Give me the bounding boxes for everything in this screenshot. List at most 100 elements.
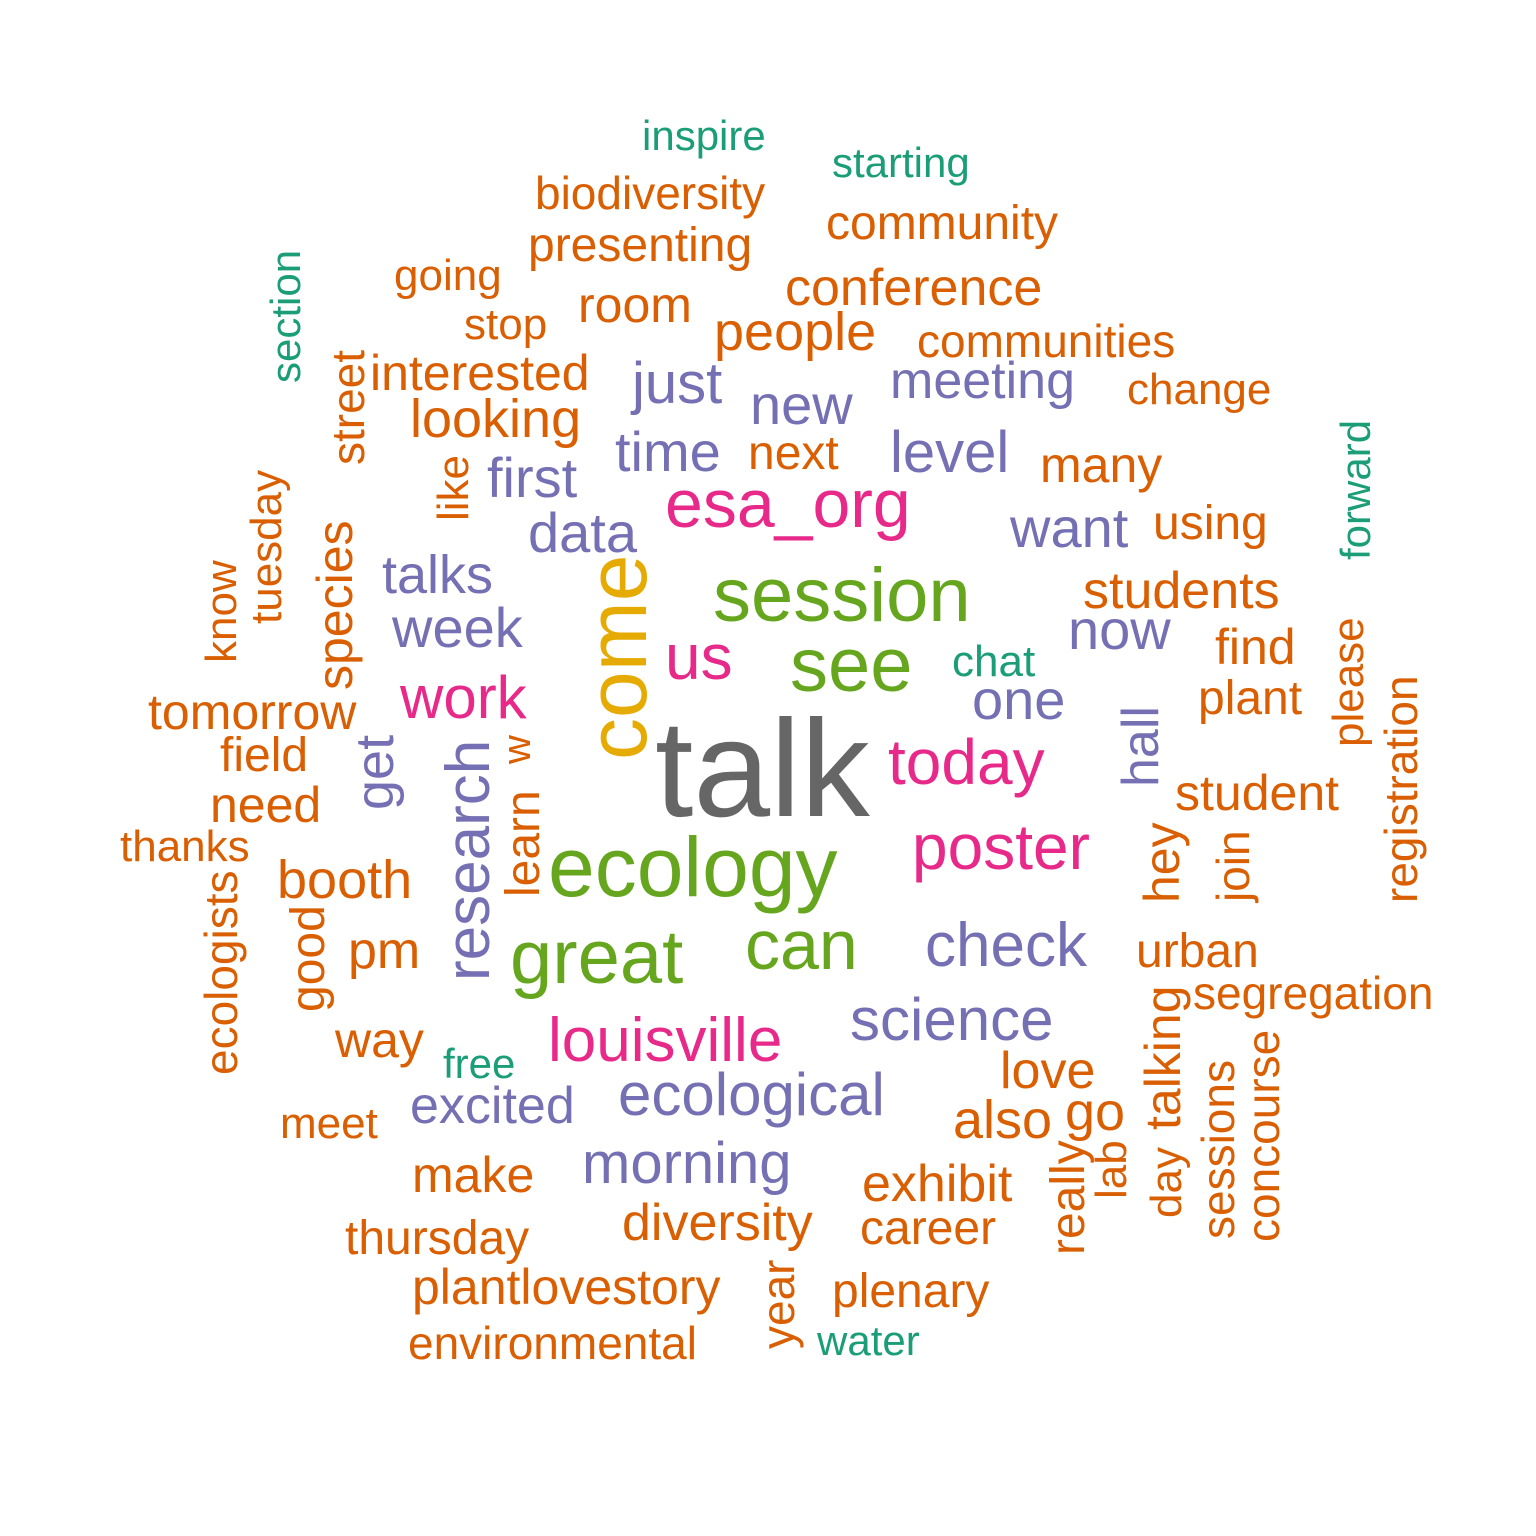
word-also: also [953,1090,1053,1150]
word-want: want [1010,496,1129,559]
word-us: us [665,621,733,693]
word-year: year [752,1259,804,1349]
word-water: water [817,1317,920,1364]
word-thursday: thursday [345,1212,530,1265]
word-diversity: diversity [622,1194,813,1252]
word-hall: hall [1112,706,1170,787]
word-looking: looking [410,389,582,449]
word-know: know [197,560,246,663]
word-student: student [1175,765,1340,821]
word-now: now [1068,598,1171,661]
word-need: need [210,777,322,833]
word-data: data [528,501,637,564]
word-people: people [714,302,877,362]
word-can: can [745,906,858,984]
word-change: change [1127,365,1272,414]
word-tomorrow: tomorrow [148,684,357,740]
word-make: make [412,1147,535,1203]
word-interested: interested [370,345,590,401]
word-forward: forward [1332,419,1379,560]
word-good: good [282,905,335,1012]
word-esa-org: esa_org [665,466,911,542]
word-section: section [262,249,309,383]
word-session: session [713,553,971,638]
word-students: students [1083,562,1280,620]
word-excited: excited [410,1077,575,1135]
word-time: time [615,420,721,483]
word-join: join [1207,830,1259,902]
word-lab: lab [1087,1140,1136,1199]
word-week: week [392,596,523,659]
word-come: come [570,554,664,760]
word-career: career [860,1202,997,1255]
word-stop: stop [464,300,548,349]
word-room: room [578,277,692,333]
word-pm: pm [348,922,421,980]
word-plenary: plenary [832,1265,990,1318]
word-research: research [434,739,503,981]
word-field: field [220,729,309,782]
word-presenting: presenting [528,219,753,272]
word-talking: talking [1135,985,1191,1130]
word-booth: booth [277,850,413,910]
word-morning: morning [582,1131,792,1196]
word-science: science [850,986,1054,1053]
word-using: using [1153,497,1268,550]
word-sessions: sessions [1192,1060,1244,1239]
word-today: today [888,726,1045,798]
word-just: just [632,351,723,416]
word-conference: conference [785,259,1043,317]
word-going: going [394,251,502,300]
word-like: like [429,454,478,521]
word-talks: talks [382,545,494,605]
word-plantlovestory: plantlovestory [412,1259,721,1315]
word-communities: communities [917,315,1176,367]
word-meet: meet [280,1099,378,1148]
word-get: get [345,734,405,810]
word-biodiversity: biodiversity [535,167,766,219]
word-next: next [748,427,839,480]
word-first: first [487,446,578,509]
word-meeting: meeting [890,352,1075,410]
word-day: day [1142,1147,1191,1218]
word-ecologists: ecologists [195,870,247,1075]
word-environmental: environmental [408,1317,697,1369]
word-great: great [510,915,684,1000]
word-talk: talk [655,692,870,846]
word-way: way [335,1012,424,1068]
word-community: community [826,197,1059,250]
word-ecology: ecology [548,820,838,914]
word-check: check [925,911,1087,980]
word-free: free [443,1040,516,1087]
word-exhibit: exhibit [862,1155,1013,1213]
word-starting: starting [832,139,970,186]
word-tuesday: tuesday [242,469,291,624]
word-work: work [400,664,527,731]
word-many: many [1040,437,1163,493]
word-urban: urban [1136,925,1259,978]
word-street: street [322,349,374,465]
word-learn: learn [497,790,550,897]
word-louisville: louisville [548,1006,783,1075]
word-chat: chat [952,637,1036,686]
word-inspire: inspire [642,112,766,159]
word-love: love [1000,1042,1096,1100]
word-segregation: segregation [1193,967,1434,1019]
word-thanks: thanks [120,822,250,871]
word-hey: hey [1134,822,1190,903]
word-please: please [1324,617,1373,747]
word-species: species [307,520,363,690]
word-new: new [750,373,853,436]
word-one: one [972,668,1066,731]
word-poster: poster [912,811,1090,883]
word-see: see [790,623,913,708]
word-plant: plant [1198,672,1303,725]
word-find: find [1215,619,1296,675]
word-registration: registration [1375,675,1427,903]
word-ecological: ecological [618,1061,885,1128]
word-really: really [1042,1140,1095,1255]
word-w: w [495,735,539,764]
word-go: go [1065,1082,1126,1142]
word-concourse: concourse [1237,1029,1289,1242]
